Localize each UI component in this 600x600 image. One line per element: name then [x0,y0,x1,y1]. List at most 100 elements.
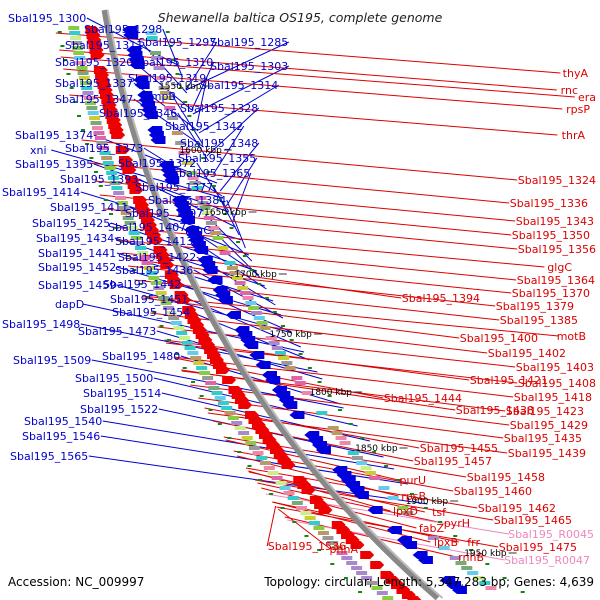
reverse-gene-arrow[interactable] [417,556,433,564]
forward-gene-arrow[interactable] [115,146,130,154]
right-feature-label[interactable]: Sbal195_1400 [460,332,538,345]
forward-gene-arrow[interactable] [122,166,137,174]
reverse-gene-arrow[interactable] [289,411,305,419]
left-feature-label[interactable]: Sbal195_1442 [103,278,181,291]
left-feature-label[interactable]: Sbal195_1311 [65,39,143,52]
reverse-gene-arrow[interactable] [255,361,271,369]
right-feature-label[interactable]: Sbal195_1462 [478,502,556,515]
right-feature-label[interactable]: Sbal195_1403 [516,361,594,374]
right-feature-label[interactable]: Sbal195_1421 [470,374,548,387]
right-feature-label[interactable]: motB [557,330,586,343]
left-feature-label[interactable]: Sbal195_1498 [2,318,80,331]
left-feature-label[interactable]: xni [30,144,47,157]
forward-gene-arrow[interactable] [222,376,237,384]
reverse-gene-arrow[interactable] [225,311,241,319]
reverse-gene-arrow[interactable] [315,446,331,454]
right-feature-label[interactable]: Sbal195_1438 [456,404,534,417]
left-feature-label[interactable]: Sbal195_1300 [8,12,86,25]
left-feature-label[interactable]: Sbal195_1452 [38,261,116,274]
right-feature-label[interactable]: tsf [432,506,447,519]
reverse-gene-arrow[interactable] [207,276,223,284]
right-feature-label[interactable]: Sbal195_1458 [467,471,545,484]
left-feature-label[interactable]: Sbal195_1377 [135,181,213,194]
left-feature-label[interactable]: Sbal195_1425 [32,217,110,230]
left-feature-label[interactable]: Sbal195_1397 [125,207,203,220]
forward-gene-arrow[interactable] [169,281,184,289]
right-feature-label[interactable]: Sbal195_1439 [508,447,586,460]
right-feature-label[interactable]: Sbal195_1460 [454,485,532,498]
reverse-gene-arrow[interactable] [180,216,196,224]
left-feature-label[interactable]: Sbal195_1314 [200,79,278,92]
right-feature-label[interactable]: Sbal195_1444 [384,392,462,405]
reverse-gene-arrow[interactable] [217,296,233,304]
reverse-gene-arrow[interactable] [193,246,209,254]
reverse-gene-arrow[interactable] [202,266,218,274]
right-feature-label[interactable]: Sbal195_1336 [510,197,588,210]
reverse-gene-arrow[interactable] [123,31,139,39]
right-feature-label[interactable]: glgC [547,261,572,274]
left-feature-label[interactable]: Sbal195_1347 [55,93,133,106]
right-feature-label[interactable]: rpsB [401,490,426,503]
reverse-gene-arrow[interactable] [164,176,180,184]
right-feature-label[interactable]: phhA [330,543,359,556]
left-feature-label[interactable]: Sbal195_1342 [165,120,243,133]
left-feature-label[interactable]: Sbal195_1451 [110,293,188,306]
right-feature-label[interactable]: Sbal195_1394 [402,292,480,305]
right-feature-label[interactable]: Sbal195_1350 [512,229,590,242]
forward-gene-arrow[interactable] [129,186,144,194]
right-feature-label[interactable]: Sbal195_1370 [512,287,590,300]
reverse-gene-arrow[interactable] [129,61,145,69]
reverse-gene-arrow[interactable] [134,81,150,89]
forward-gene-arrow[interactable] [215,366,230,374]
left-feature-label[interactable]: Sbal195_1310 [135,56,213,69]
left-feature-label[interactable]: Sbal195_1500 [75,372,153,385]
forward-gene-arrow[interactable] [177,296,192,304]
left-feature-label[interactable]: Sbal195_1303 [210,60,288,73]
right-feature-label[interactable]: frr [467,536,480,549]
forward-gene-arrow[interactable] [281,461,296,469]
left-feature-label[interactable]: Sbal195_1434 [36,232,114,245]
right-feature-label[interactable]: lpxD [393,505,418,518]
left-feature-label[interactable]: Sbal195_1565 [10,450,88,463]
right-feature-label[interactable]: Sbal195_1536 [268,540,346,553]
right-feature-label[interactable]: Sbal195_1465 [494,514,572,527]
reverse-gene-arrow[interactable] [282,401,298,409]
left-feature-label[interactable]: Sbal195_1298 [84,23,162,36]
right-feature-label[interactable]: Sbal195_1379 [496,300,574,313]
left-feature-label[interactable]: Sbal195_1346 [99,107,177,120]
left-feature-label[interactable]: Sbal195_1373 [65,142,143,155]
right-feature-label[interactable]: Sbal195_1343 [516,215,594,228]
left-feature-label[interactable]: Sbal195_1372 [118,157,196,170]
left-feature-label[interactable]: Sbal195_1436 [115,264,193,277]
left-feature-label[interactable]: Sbal195_1454 [112,306,190,319]
left-feature-label[interactable]: Sbal195_1348 [180,137,258,150]
right-feature-label[interactable]: Sbal195_1385 [500,314,578,327]
right-feature-label[interactable]: lpxB [434,536,458,549]
right-feature-label[interactable]: Sbal195_1455 [420,442,498,455]
left-feature-label[interactable]: Sbal195_1337 [55,77,133,90]
left-feature-label[interactable]: Sbal195_1285 [210,36,288,49]
right-feature-label[interactable]: Sbal195_1324 [518,174,596,187]
left-feature-label[interactable]: Sbal195_1522 [80,403,158,416]
left-feature-label[interactable]: Sbal195_1546 [22,430,100,443]
left-feature-label[interactable]: Sbal195_1514 [83,387,161,400]
right-feature-label[interactable]: rpsP [566,103,590,116]
left-feature-label[interactable]: Sbal195_1395 [15,158,93,171]
right-feature-label[interactable]: Sbal195_1402 [488,347,566,360]
forward-gene-arrow[interactable] [90,51,105,59]
reverse-gene-arrow[interactable] [243,341,259,349]
left-feature-label[interactable]: Sbal195_1297 [138,36,216,49]
reverse-gene-arrow[interactable] [367,506,383,514]
reverse-gene-arrow[interactable] [353,491,369,499]
right-feature-label[interactable]: Sbal195_1475 [499,541,577,554]
left-feature-label[interactable]: Sbal195_1393 [60,173,138,186]
right-feature-label[interactable]: Sbal195_1457 [414,455,492,468]
reverse-gene-arrow[interactable] [142,111,158,119]
left-feature-label[interactable]: Sbal195_1374 [15,129,93,142]
rna-feature-label[interactable]: Sbal195_R0045 [508,528,594,541]
left-feature-label[interactable]: Sbal195_1365 [172,167,250,180]
forward-gene-arrow[interactable] [407,596,422,600]
left-feature-label[interactable]: Sbal195_1414 [2,186,80,199]
reverse-gene-arrow[interactable] [402,541,418,549]
